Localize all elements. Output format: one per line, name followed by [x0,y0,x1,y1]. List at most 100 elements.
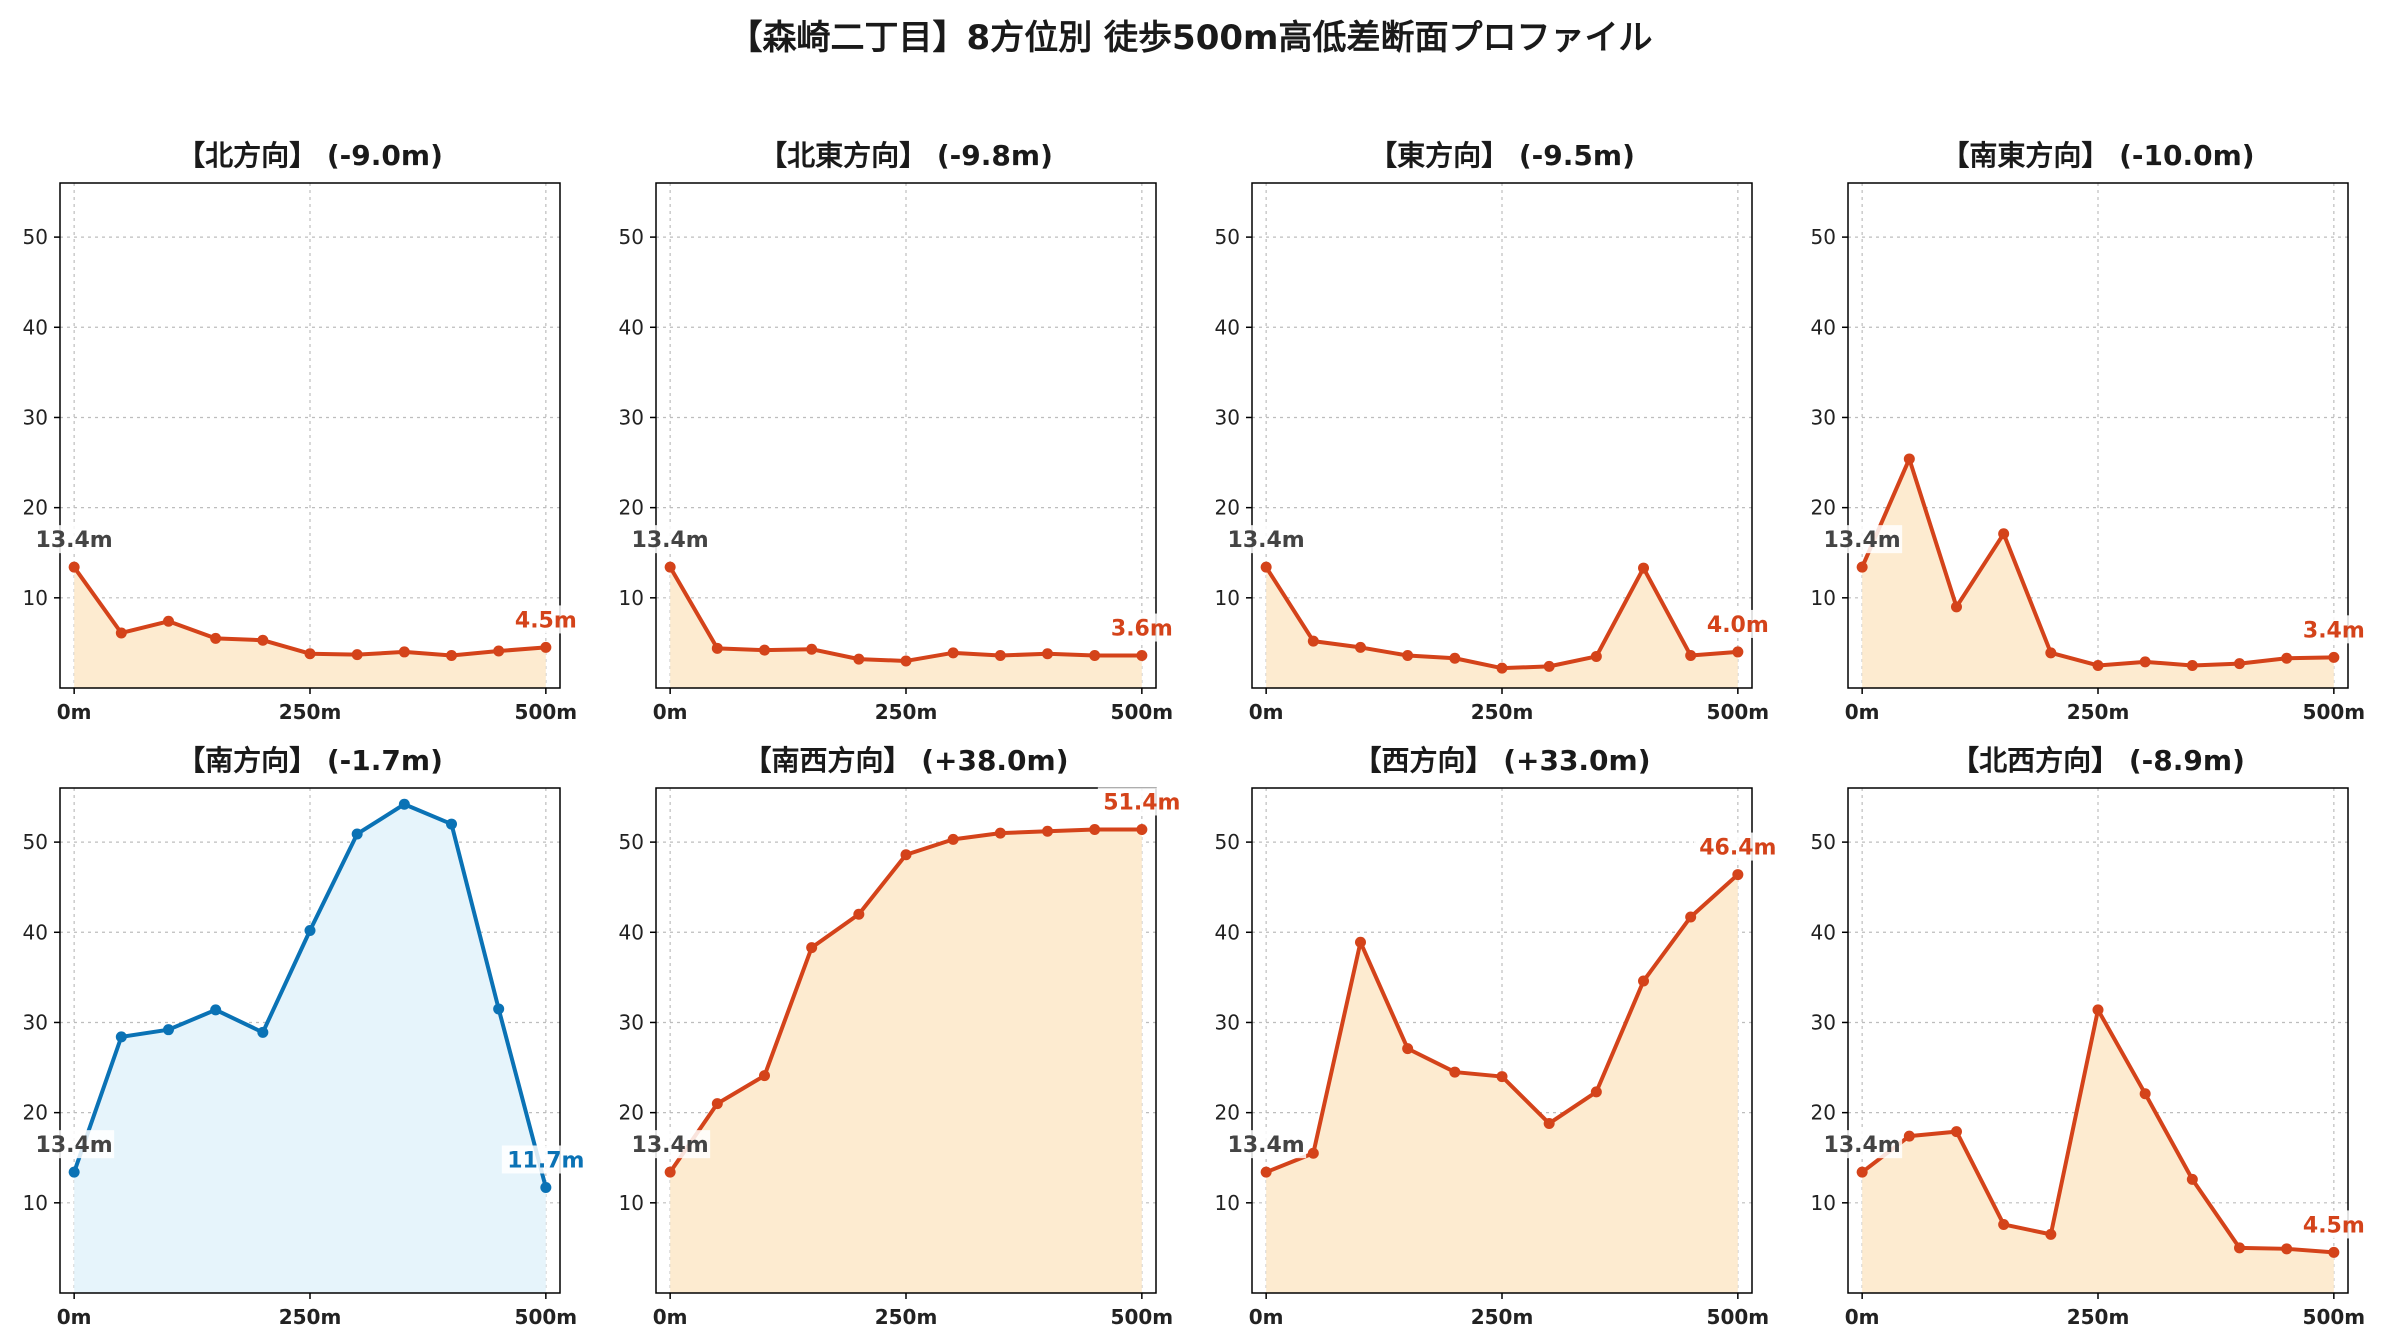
elevation-point [1903,453,1915,465]
y-tick-label: 10 [1811,1191,1836,1215]
elevation-point [2234,658,2246,670]
start-label-bg [1822,525,1903,554]
figure-title: 【森崎二丁目】8方位別 徒歩500m高低差断面プロファイル [728,18,1653,58]
end-label-bg [1693,832,1778,861]
y-tick-label: 30 [1215,1010,1240,1034]
elevation-point [664,1166,676,1178]
x-tick-label: 0m [653,1305,688,1329]
elevation-point [2139,656,2151,668]
elevation-point [1402,1043,1414,1055]
y-tick-label: 20 [1215,1101,1240,1125]
elevation-point [115,627,127,639]
x-tick-label: 500m [1111,700,1174,724]
elevation-point [1496,662,1508,674]
end-label-bg [1097,613,1182,642]
elevation-point [1950,1126,1962,1138]
start-label-bg [1822,1130,1903,1159]
elevation-point [1998,528,2010,540]
elevation-point [994,650,1006,662]
start-label-bg [34,525,115,554]
y-tick-label: 30 [1811,405,1836,429]
elevation-point [1136,650,1148,662]
elevation-point [1638,562,1650,574]
x-tick-label: 500m [1707,700,1770,724]
elevation-point [947,647,959,659]
panel-title: 【南西方向】 (+38.0m) [743,744,1068,777]
elevation-point [758,1070,770,1082]
x-tick-label: 0m [1249,1305,1284,1329]
elevation-point [1685,650,1697,662]
elevation-point [1685,911,1697,923]
elevation-point [2139,1088,2151,1100]
elevation-point [540,1181,552,1193]
y-tick-label: 50 [1215,225,1240,249]
end-elevation-label: 46.4m [1699,836,1776,861]
y-tick-label: 30 [1811,1010,1836,1034]
end-elevation-label: 4.5m [2303,1213,2365,1238]
elevation-point [2186,659,2198,671]
elevation-point [162,1024,174,1036]
elevation-point [446,650,458,662]
end-elevation-label: 4.0m [1707,613,1769,638]
elevation-point [1089,650,1101,662]
elevation-point [1856,1166,1868,1178]
panel-title: 【南方向】 (-1.7m) [177,744,443,777]
end-label-bg [2289,1210,2374,1239]
y-tick-label: 30 [1215,405,1240,429]
x-tick-label: 250m [875,700,938,724]
y-tick-label: 40 [1811,315,1836,339]
end-elevation-label: 51.4m [1103,790,1180,815]
y-tick-label: 40 [1215,315,1240,339]
elevation-point [304,648,316,660]
elevation-point [1998,1218,2010,1230]
x-tick-label: 250m [279,700,342,724]
end-label-bg [2289,615,2374,644]
y-tick-label: 20 [1811,1101,1836,1125]
elevation-point [2186,1173,2198,1185]
elevation-point [2328,651,2340,663]
elevation-point [68,561,80,573]
start-label-bg [630,1130,711,1159]
y-tick-label: 10 [619,1191,644,1215]
y-tick-label: 40 [1811,920,1836,944]
y-tick-label: 40 [1215,920,1240,944]
y-tick-label: 50 [23,830,48,854]
x-tick-label: 500m [1707,1305,1770,1329]
start-elevation-label: 13.4m [1824,528,1901,553]
end-elevation-label: 3.6m [1111,617,1173,642]
elevation-area [74,804,546,1293]
panel-title: 【北方向】 (-9.0m) [177,139,443,172]
elevation-point [1950,601,1962,613]
y-tick-label: 10 [23,586,48,610]
elevation-point [68,1166,80,1178]
y-tick-label: 20 [23,1101,48,1125]
elevation-point [900,849,912,861]
y-tick-label: 40 [619,315,644,339]
y-tick-label: 20 [1215,496,1240,520]
y-tick-label: 10 [619,586,644,610]
y-tick-label: 10 [23,1191,48,1215]
start-label-bg [1226,525,1307,554]
elevation-point [493,645,505,657]
elevation-area [1862,1009,2334,1293]
elevation-point [2234,1242,2246,1254]
start-elevation-label: 13.4m [632,1133,709,1158]
y-tick-label: 10 [1811,586,1836,610]
elevation-area [1266,874,1738,1293]
elevation-point [446,818,458,830]
x-tick-label: 500m [515,1305,578,1329]
elevation-point [351,828,363,840]
elevation-point [115,1031,127,1043]
start-elevation-label: 13.4m [1824,1133,1901,1158]
y-tick-label: 50 [619,225,644,249]
elevation-point [1354,936,1366,948]
x-tick-label: 250m [279,1305,342,1329]
y-tick-label: 20 [619,496,644,520]
elevation-point [806,942,818,954]
